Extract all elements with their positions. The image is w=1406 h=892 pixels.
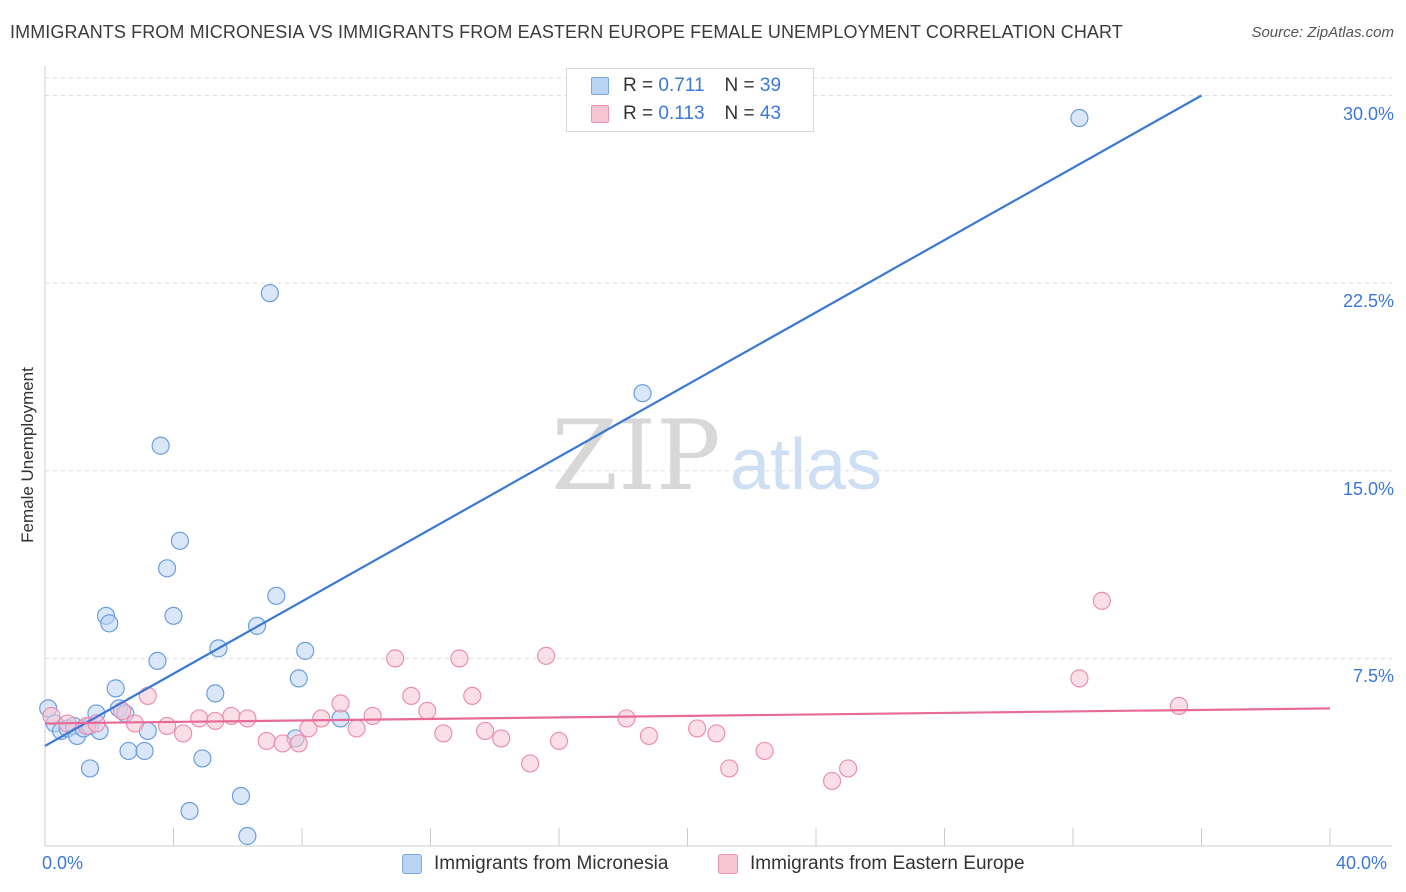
legend-row-eastern-europe: R = 0.113 N = 43 bbox=[591, 102, 781, 126]
eastern-europe-point bbox=[289, 734, 308, 753]
micronesia-point bbox=[157, 559, 177, 578]
y-tick-label: 30.0% bbox=[1342, 103, 1394, 124]
y-tick-label: 15.0% bbox=[1342, 478, 1394, 499]
series-eastern-europe-points bbox=[42, 591, 1189, 791]
micronesia-point bbox=[238, 826, 257, 846]
eastern-europe-point bbox=[347, 719, 366, 738]
eastern-europe-point bbox=[402, 686, 421, 706]
micronesia-point bbox=[164, 606, 183, 625]
eastern-europe-point bbox=[707, 724, 726, 743]
y-tick-label: 22.5% bbox=[1342, 291, 1394, 312]
watermark-zip: ZIP bbox=[551, 400, 720, 512]
eastern-europe-point bbox=[386, 649, 405, 668]
legend-n-value: 39 bbox=[759, 75, 782, 96]
eastern-europe-point bbox=[434, 724, 453, 743]
eastern-europe-point bbox=[720, 759, 739, 778]
y-tick-label: 7.5% bbox=[1352, 666, 1394, 687]
legend-swatch-pink bbox=[591, 105, 609, 123]
micronesia-point bbox=[206, 684, 225, 703]
eastern-europe-point bbox=[273, 734, 292, 753]
legend-swatch-blue bbox=[591, 77, 609, 95]
eastern-europe-point bbox=[639, 726, 659, 746]
micronesia-point bbox=[296, 641, 315, 660]
micronesia-point bbox=[135, 741, 154, 761]
series-swatch-pink bbox=[718, 854, 738, 874]
micronesia-point bbox=[180, 801, 199, 821]
micronesia-point bbox=[100, 614, 119, 633]
micronesia-point bbox=[119, 741, 138, 761]
eastern-europe-point bbox=[331, 694, 350, 713]
legend-n-value: 43 bbox=[759, 103, 782, 124]
legend-r-value: 0.113 bbox=[658, 103, 705, 124]
micronesia-trend-line bbox=[44, 94, 1203, 747]
legend-n-label: N = bbox=[724, 103, 755, 124]
trend-lines bbox=[44, 94, 1331, 747]
eastern-europe-point bbox=[157, 716, 177, 736]
eastern-europe-point bbox=[688, 719, 707, 738]
micronesia-point bbox=[80, 759, 100, 778]
legend-n-label: N = bbox=[724, 75, 755, 96]
micronesia-point bbox=[193, 749, 212, 768]
eastern-europe-point bbox=[190, 709, 209, 728]
eastern-europe-point bbox=[476, 721, 495, 741]
series-legend-label: Immigrants from Micronesia bbox=[434, 853, 669, 874]
watermark-atlas: atlas bbox=[730, 425, 882, 505]
eastern-europe-point bbox=[755, 741, 774, 761]
eastern-europe-point bbox=[42, 706, 61, 726]
eastern-europe-point bbox=[238, 709, 257, 728]
series-swatch-blue bbox=[402, 854, 422, 874]
eastern-europe-point bbox=[839, 759, 858, 778]
eastern-europe-point bbox=[617, 709, 636, 728]
eastern-europe-point bbox=[549, 731, 569, 751]
series-legend-label: Immigrants from Eastern Europe bbox=[750, 853, 1025, 874]
micronesia-point bbox=[231, 786, 251, 806]
eastern-europe-point bbox=[1070, 669, 1089, 688]
eastern-europe-trend-line bbox=[44, 707, 1331, 725]
eastern-europe-point bbox=[312, 709, 331, 728]
eastern-europe-point bbox=[174, 724, 193, 743]
eastern-europe-point bbox=[363, 706, 382, 726]
micronesia-point bbox=[633, 384, 652, 403]
legend-row-micronesia: R = 0.711 N = 39 bbox=[591, 74, 781, 98]
watermark: ZIP atlas bbox=[551, 400, 882, 512]
series-legend-micronesia[interactable]: Immigrants from Micronesia bbox=[402, 852, 668, 876]
chart-title: IMMIGRANTS FROM MICRONESIA VS IMMIGRANTS… bbox=[10, 22, 1123, 42]
eastern-europe-point bbox=[822, 771, 842, 791]
micronesia-point bbox=[1070, 108, 1089, 128]
series-legend-eastern-europe[interactable]: Immigrants from Eastern Europe bbox=[718, 852, 1025, 876]
eastern-europe-point bbox=[520, 754, 540, 773]
y-axis-label: Female Unemployment bbox=[18, 367, 37, 543]
micronesia-point bbox=[267, 586, 286, 605]
micronesia-point bbox=[289, 669, 308, 688]
correlation-legend: R = 0.711 N = 39 R = 0.113 N = 43 bbox=[566, 68, 814, 132]
eastern-europe-point bbox=[1092, 591, 1112, 610]
legend-r-label: R = bbox=[623, 75, 654, 96]
eastern-europe-point bbox=[492, 729, 511, 748]
micronesia-point bbox=[148, 651, 167, 670]
eastern-europe-point bbox=[1169, 696, 1189, 716]
eastern-europe-point bbox=[450, 649, 469, 668]
eastern-europe-point bbox=[257, 731, 276, 751]
x-tick-label-max: 40.0% bbox=[1336, 853, 1388, 873]
eastern-europe-point bbox=[537, 646, 556, 665]
micronesia-point bbox=[106, 679, 125, 698]
eastern-europe-point bbox=[138, 686, 157, 706]
legend-r-value: 0.711 bbox=[658, 75, 705, 96]
micronesia-point bbox=[151, 436, 170, 455]
micronesia-point bbox=[170, 531, 190, 550]
source-credit: Source: ZipAtlas.com bbox=[1251, 24, 1394, 41]
eastern-europe-point bbox=[418, 701, 437, 721]
eastern-europe-point bbox=[463, 686, 482, 706]
x-tick-label-min: 0.0% bbox=[42, 853, 84, 873]
micronesia-point bbox=[260, 284, 279, 303]
legend-r-label: R = bbox=[623, 103, 654, 124]
